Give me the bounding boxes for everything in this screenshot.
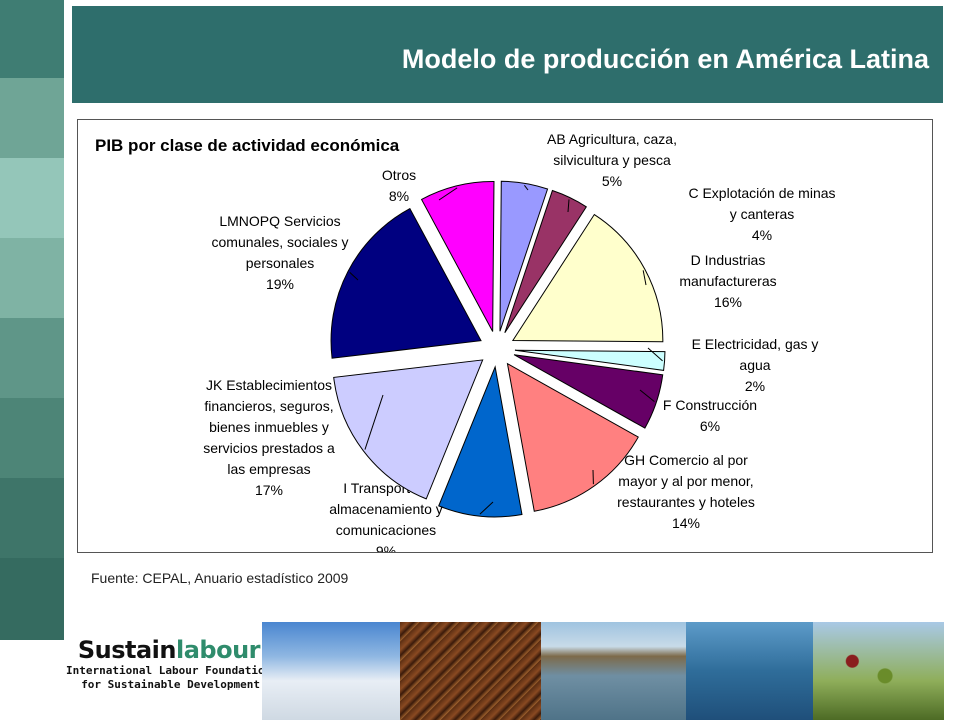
leader-line-1: [524, 184, 529, 191]
pie-slice-1: [499, 180, 549, 332]
leader-line-3: [642, 270, 647, 286]
leader-line-4: [647, 347, 663, 362]
chart-title: PIB por clase de actividad económica: [95, 136, 400, 155]
decorative-side-strip: [0, 0, 64, 720]
logo-line1: International Labour Foundation: [66, 664, 272, 677]
leader-line-7: [479, 501, 494, 515]
logo-name-part1: Sustain: [77, 636, 177, 664]
pie-slice-8: [333, 359, 484, 500]
slide-title: Modelo de producción en América Latina: [401, 44, 929, 74]
pie-slice-7: [438, 365, 523, 518]
photo-coffee-plant: [813, 622, 944, 720]
logo-name-part2: labour: [175, 636, 261, 664]
photo-water: [686, 622, 813, 720]
photo-wetland: [541, 622, 686, 720]
pie-slice-10: [420, 181, 495, 332]
source-note: Fuente: CEPAL, Anuario estadístico 2009: [91, 570, 349, 586]
photo-strip: [262, 622, 944, 720]
photo-snowy-forest: [262, 622, 400, 720]
pie-slice-9: [330, 207, 482, 359]
pie-slice-3: [511, 213, 664, 343]
pie-slice-5: [513, 354, 664, 429]
pie-slice-4: [514, 349, 666, 371]
slice-label-1: AB Agricultura, caza, silvicultura y pesc…: [547, 131, 677, 189]
slice-label-8: JK Establecimientos financieros, seguros,…: [203, 377, 335, 498]
slice-label-10: Otros 8%: [382, 167, 416, 204]
slice-label-6: GH Comercio al por mayor y al por menor, r…: [617, 452, 755, 531]
leader-line-5: [639, 389, 655, 403]
leader-line-10: [438, 187, 458, 201]
pie-chart: PIB por clase de actividad económica AB A…: [95, 131, 836, 552]
slice-label-3: D Industrias manufactureras 16%: [679, 252, 776, 310]
photo-logs: [400, 622, 541, 720]
pie-slice-6: [506, 362, 639, 512]
pie-chart-frame: PIB por clase de actividad económica AB A…: [77, 119, 933, 553]
leader-line-2: [567, 199, 570, 213]
leader-line-9: [349, 271, 359, 281]
slice-label-4: E Electricidad, gas y agua 2%: [692, 336, 819, 394]
slide-header: Modelo de producción en América Latina: [72, 6, 943, 103]
logo-line2: for Sustainable Development: [81, 678, 260, 691]
leader-line-8: [364, 394, 384, 450]
sustainlabour-logo: Sustainlabour International Labour Found…: [66, 636, 272, 720]
slice-label-9: LMNOPQ Servicios comunales, sociales y per…: [212, 213, 349, 292]
slice-label-2: C Explotación de minas y canteras 4%: [688, 185, 835, 243]
pie-slice-2: [504, 189, 587, 334]
slice-label-5: F Construcción 6%: [663, 397, 757, 434]
